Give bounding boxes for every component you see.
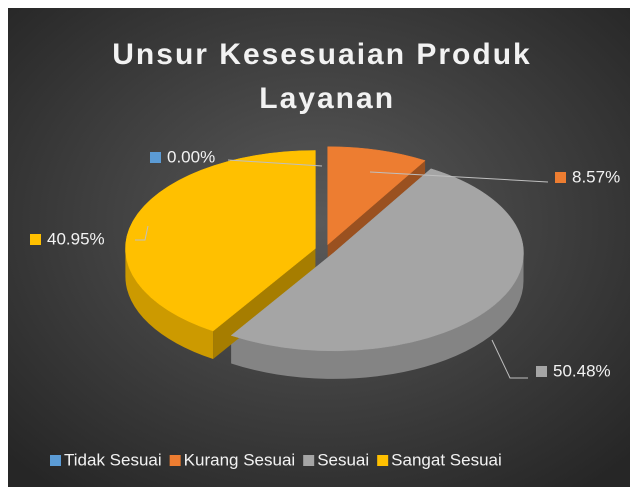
legend-label: Tidak Sesuai: [64, 450, 162, 469]
label-key: [150, 152, 161, 163]
label-key: [536, 366, 547, 377]
legend-key: [169, 455, 181, 466]
label-key: [555, 172, 566, 183]
legend-key: [377, 455, 389, 466]
data-label: 8.57%: [572, 167, 620, 186]
slice-wall: [231, 252, 524, 379]
chart-area: [8, 8, 630, 487]
pie-slice: [125, 150, 316, 332]
leader-line: [491, 339, 528, 379]
leader-line: [135, 225, 149, 241]
leader-line: [227, 159, 323, 167]
legend-label: Sesuai: [317, 450, 369, 469]
legend-label: Sangat Sesuai: [391, 450, 502, 469]
pie-slice: [230, 168, 524, 352]
data-label: 0.00%: [167, 147, 215, 166]
legend-label: Kurang Sesuai: [184, 450, 296, 469]
pie-tops: [125, 146, 524, 352]
data-label: 50.48%: [553, 361, 611, 380]
slice-wall: [125, 248, 214, 360]
legend-key: [50, 455, 61, 466]
legend-key: [303, 455, 315, 466]
label-key: [30, 234, 41, 245]
chart-title: Unsur Kesesuaian Produk Layanan: [112, 38, 531, 115]
data-label: 40.95%: [47, 229, 105, 248]
pie-slice: [327, 146, 426, 246]
leader-line: [369, 171, 549, 183]
